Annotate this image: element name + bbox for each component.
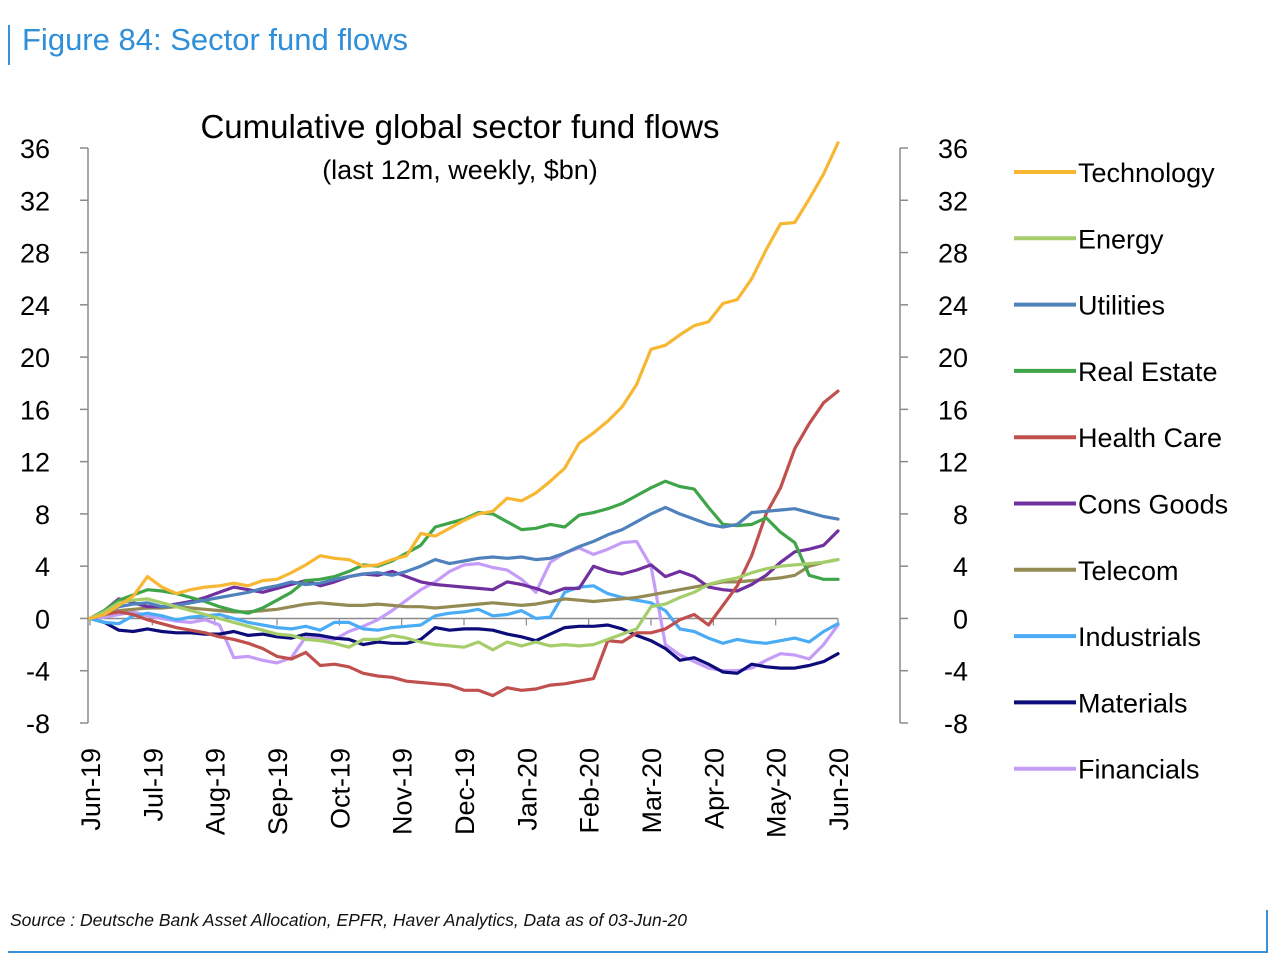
chart-title: Cumulative global sector fund flows	[200, 108, 719, 145]
y-tick-label-left: 20	[20, 343, 50, 373]
y-tick-label-right: 8	[953, 500, 968, 530]
y-tick-label-right: 0	[953, 604, 968, 634]
y-tick-label-right: -8	[944, 709, 968, 739]
series-line-cons-goods	[88, 529, 840, 621]
legend-label-industrials: Industrials	[1078, 622, 1201, 652]
x-tick-label: Feb-20	[575, 748, 605, 834]
x-tick-label: Aug-19	[201, 748, 231, 835]
x-tick-label: Jul-19	[138, 748, 168, 822]
y-tick-label-right: -4	[944, 657, 968, 687]
x-tick-label: Dec-19	[450, 748, 480, 835]
y-tick-label-left: -4	[26, 657, 50, 687]
x-tick-label: Jun-20	[824, 748, 854, 831]
y-tick-label-left: -8	[26, 709, 50, 739]
legend-label-cons-goods: Cons Goods	[1078, 490, 1228, 520]
axes	[87, 148, 901, 723]
frame-right-border	[1266, 910, 1268, 953]
y-tick-label-left: 12	[20, 448, 50, 478]
series-line-utilities	[88, 505, 840, 621]
x-tick-label: May-20	[762, 748, 792, 838]
x-tick-label: Jan-20	[512, 748, 542, 831]
x-tick-label: Apr-20	[699, 748, 729, 829]
y-axis-right-ticks: 36 32 28 24 20 16 12 8 4 0 -4 -8	[900, 134, 968, 739]
frame-left-border	[8, 25, 10, 65]
y-tick-label-left: 16	[20, 395, 50, 425]
y-tick-label-right: 12	[938, 448, 968, 478]
series-line-health-care	[88, 389, 840, 698]
series-line-technology	[88, 141, 840, 621]
series-line-financials	[88, 539, 840, 673]
legend-label-health-care: Health Care	[1078, 423, 1222, 453]
x-tick-label: Nov-19	[388, 748, 418, 835]
legend-label-materials: Materials	[1078, 688, 1188, 718]
legend-label-telecom: Telecom	[1078, 556, 1179, 586]
legend-label-financials: Financials	[1078, 755, 1200, 785]
x-tick-label: Jun-19	[76, 748, 106, 831]
y-tick-label-right: 32	[938, 186, 968, 216]
legend-label-utilities: Utilities	[1078, 291, 1165, 321]
chart-subtitle: (last 12m, weekly, $bn)	[322, 155, 598, 185]
y-tick-label-left: 0	[35, 604, 50, 634]
x-tick-label: Sep-19	[263, 748, 293, 835]
series-lines	[88, 141, 840, 698]
y-tick-label-right: 24	[938, 291, 968, 321]
source-note: Source : Deutsche Bank Asset Allocation,…	[10, 910, 687, 930]
y-tick-label-left: 24	[20, 291, 50, 321]
y-tick-label-right: 16	[938, 395, 968, 425]
x-tick-label: Mar-20	[637, 748, 667, 834]
y-tick-label-right: 36	[938, 134, 968, 164]
legend-label-technology: Technology	[1078, 158, 1215, 188]
y-tick-label-left: 32	[20, 186, 50, 216]
x-tick-label: Oct-19	[325, 748, 355, 829]
legend-label-real-estate: Real Estate	[1078, 357, 1218, 387]
series-line-energy	[88, 557, 840, 652]
y-tick-label-right: 28	[938, 239, 968, 269]
y-tick-label-left: 4	[35, 552, 50, 582]
chart-canvas: Cumulative global sector fund flows (las…	[20, 108, 1228, 838]
series-line-industrials	[88, 584, 840, 645]
figure-title: Figure 84: Sector fund flows	[22, 22, 408, 57]
legend-label-energy: Energy	[1078, 224, 1164, 254]
y-axis-left-ticks: 36 32 28 24 20 16 12 8 4 0 -4 -8	[20, 134, 88, 739]
legend: Technology Energy Utilities Real Estate Heal…	[1014, 158, 1228, 785]
y-tick-label-left: 36	[20, 134, 50, 164]
frame-bottom-border	[8, 951, 1268, 953]
y-tick-label-left: 8	[35, 500, 50, 530]
y-tick-label-right: 4	[953, 552, 968, 582]
y-tick-label-right: 20	[938, 343, 968, 373]
y-tick-label-left: 28	[20, 239, 50, 269]
x-axis-ticks: Jun-19 Jul-19 Aug-19 Sep-19 Oct-19 Nov-19 Dec-…	[76, 618, 854, 838]
